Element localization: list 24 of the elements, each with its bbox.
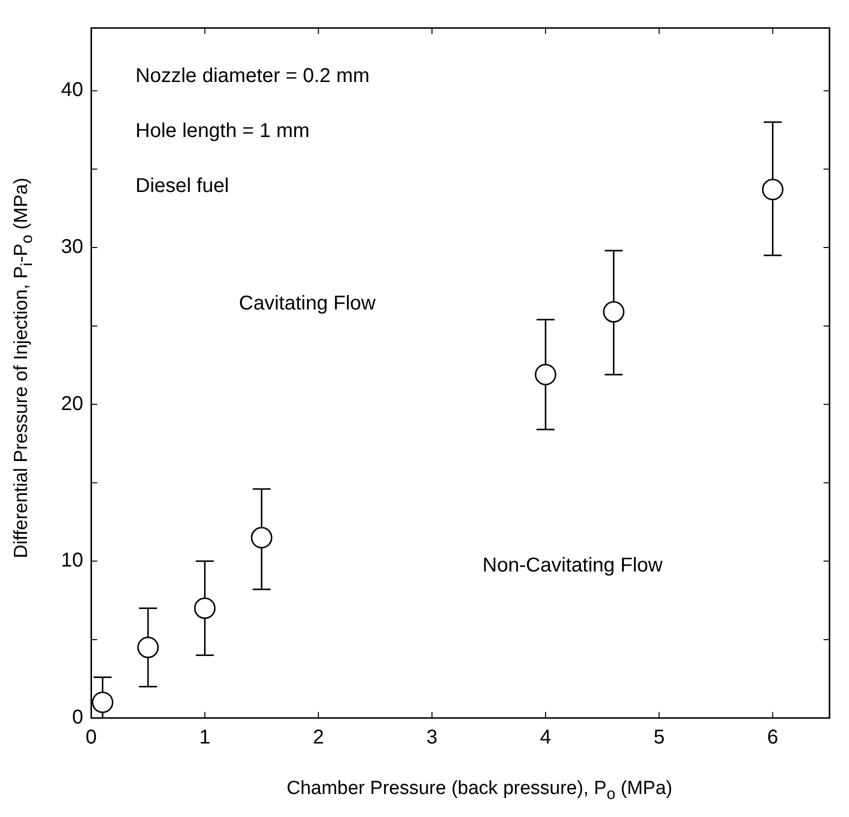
x-tick-label: 3: [426, 726, 438, 749]
annotation: Nozzle diameter = 0.2 mm: [136, 64, 370, 87]
point: [92, 692, 114, 714]
point: [602, 301, 624, 323]
point: [762, 178, 784, 200]
y-tick-label: 10: [60, 550, 84, 572]
x-tick-label: 1: [199, 726, 210, 749]
y-tick-label: 30: [60, 236, 84, 258]
y-tick-label: 40: [60, 79, 84, 102]
annotation: Diesel fuel: [136, 175, 229, 198]
point: [137, 636, 159, 658]
point: [534, 364, 556, 386]
point: [250, 526, 272, 548]
annotation: Non-Cavitating Flow: [482, 554, 664, 577]
annotation: Hole length = 1 mm: [136, 120, 310, 142]
x-axis-title: Chamber Pressure (back pressure), P$_{o}$ (MPa): [286, 778, 674, 804]
point: [194, 597, 216, 619]
y-tick-label: 0: [72, 706, 84, 729]
x-tick-label: 6: [767, 726, 778, 749]
x-tick-label: 2: [312, 726, 324, 749]
x-tick-label: 5: [654, 726, 665, 749]
y-tick-label: 20: [60, 392, 84, 415]
x-tick-label: 4: [540, 726, 552, 749]
annotation: Cavitating Flow: [238, 292, 376, 315]
